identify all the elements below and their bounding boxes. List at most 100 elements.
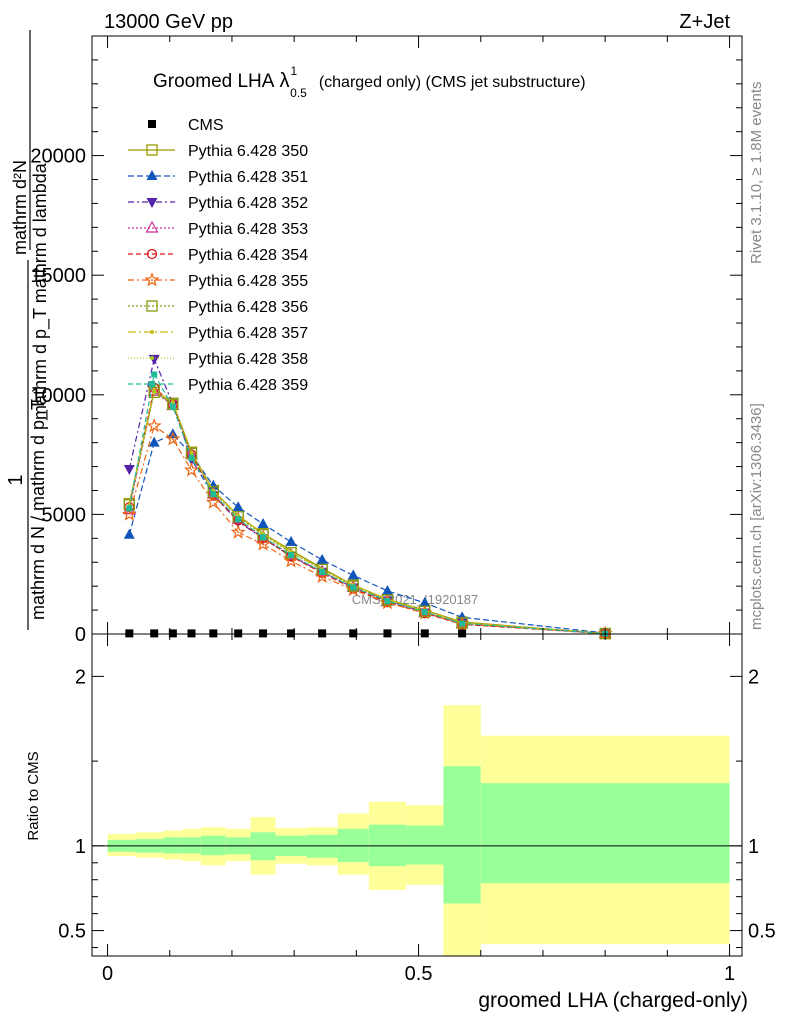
series-point-0	[234, 629, 243, 638]
series-point-6	[283, 553, 299, 568]
series-point-2	[232, 501, 244, 512]
series-point-10	[188, 455, 195, 462]
legend-label-8: Pythia 6.428 357	[188, 325, 308, 342]
series-point-10	[319, 568, 326, 575]
legend-marker-1	[146, 144, 158, 156]
main-curves	[121, 354, 613, 641]
legend-marker-6	[144, 272, 160, 287]
ratio-ticks: 0.5 0.5 1 1 2 2 0 0.5 1	[58, 634, 776, 985]
series-point-6	[121, 506, 137, 521]
series-point-2	[381, 584, 393, 595]
legend: CMS Pythia 6.428 350 Pythia 6.428 351 Pythi…	[128, 117, 308, 394]
main-y-tick-label: 0	[75, 624, 86, 646]
series-point-0	[349, 629, 358, 638]
series-point-10	[459, 620, 466, 627]
rivet-label: Rivet 3.1.10, ≥ 1.8M events	[748, 82, 765, 265]
series-point-3	[123, 464, 135, 475]
header-left: 13000 GeV pp	[104, 11, 233, 33]
series-point-0	[209, 629, 218, 638]
legend-marker-3	[146, 198, 158, 208]
series-point-9	[152, 389, 157, 394]
series-0	[125, 629, 467, 638]
series-point-10	[169, 403, 176, 410]
legend-label-3: Pythia 6.428 352	[188, 195, 308, 212]
main-y-tick-label: 5000	[42, 504, 87, 526]
legend-label-5: Pythia 6.428 354	[188, 247, 308, 264]
green-band-12	[443, 766, 481, 904]
series-point-7	[381, 594, 394, 606]
series-point-10	[210, 491, 217, 498]
legend-marker-9	[150, 356, 154, 360]
series-point-6	[255, 536, 271, 551]
legend-label-7: Pythia 6.428 356	[188, 299, 308, 316]
ratio-y-tick-label-right: 0.5	[748, 921, 776, 943]
legend-label-1: Pythia 6.428 350	[188, 143, 308, 160]
series-point-0	[125, 629, 134, 638]
legend-label-9: Pythia 6.428 358	[188, 351, 308, 368]
series-point-2	[316, 553, 328, 564]
series-point-2	[148, 436, 160, 447]
series-point-0	[168, 629, 177, 638]
ratio-x-tick-label: 0	[102, 963, 113, 985]
ratio-x-tick-label: 1	[724, 963, 735, 985]
series-line-7	[128, 391, 606, 635]
green-band-13	[480, 783, 730, 884]
series-point-10	[235, 516, 242, 523]
series-point-6	[165, 431, 181, 446]
series-point-2	[257, 517, 269, 528]
series-point-7	[456, 617, 468, 629]
series-point-10	[151, 371, 158, 378]
legend-marker-2	[146, 170, 158, 180]
legend-marker-0	[148, 120, 156, 128]
legend-label-4: Pythia 6.428 353	[188, 221, 308, 238]
series-point-0	[458, 629, 467, 638]
plot-title-main: Groomed LHA	[153, 71, 275, 92]
ratio-ylabel: Ratio to CMS	[25, 751, 42, 840]
main-y-tick-label: 15000	[30, 265, 86, 287]
series-point-7	[148, 386, 160, 399]
ratio-y-tick-label: 1	[75, 836, 86, 858]
plot-title-symbol: λ	[279, 70, 289, 92]
series-line-10	[128, 372, 606, 635]
series-point-2	[285, 535, 297, 546]
legend-marker-10	[149, 381, 155, 387]
series-point-0	[259, 629, 268, 638]
series-point-6	[230, 524, 246, 539]
header-right: Z+Jet	[679, 11, 730, 33]
series-point-0	[150, 629, 159, 638]
series-point-0	[187, 629, 196, 638]
series-point-6	[205, 494, 221, 509]
ylabel-frac-bottom: mathrm d N / mathrm d p_T	[28, 399, 49, 620]
ratio-xlabel: groomed LHA (charged-only)	[478, 989, 748, 1012]
legend-marker-5	[146, 248, 158, 260]
green-band-11	[406, 825, 444, 865]
ratio-y-tick-label-right: 1	[748, 836, 759, 858]
ratio-y-tick-label-right: 2	[748, 666, 759, 688]
series-point-0	[420, 629, 429, 638]
series-point-3	[148, 354, 160, 365]
ratio-y-tick-label: 0.5	[58, 921, 86, 943]
main-y-tick-label: 10000	[30, 385, 86, 407]
legend-marker-7	[146, 300, 158, 312]
plot-title-sup: 1	[290, 64, 297, 78]
series-point-10	[260, 534, 267, 541]
series-point-7	[419, 605, 431, 617]
series-point-10	[350, 584, 357, 591]
series-line-5	[128, 386, 606, 635]
main-ylabel: 1 mathrm d N / mathrm d p_T mathrm d²N m…	[5, 30, 51, 630]
ratio-y-tick-label: 2	[75, 666, 86, 688]
ratio-x-tick-label: 0.5	[405, 963, 433, 985]
ylabel-inner-num: mathrm d²N	[10, 160, 30, 255]
series-point-2	[347, 569, 359, 580]
legend-label-6: Pythia 6.428 355	[188, 273, 308, 290]
series-point-7	[347, 580, 359, 592]
ylabel-frac-top: 1	[5, 474, 27, 485]
series-point-10	[288, 552, 295, 559]
series-point-6	[184, 462, 199, 477]
legend-marker-4	[145, 220, 159, 233]
series-point-2	[419, 596, 431, 607]
ylabel-inner-den: mathrm d p_T mathrm d lambda	[30, 162, 51, 420]
ratio-frame	[91, 633, 743, 957]
